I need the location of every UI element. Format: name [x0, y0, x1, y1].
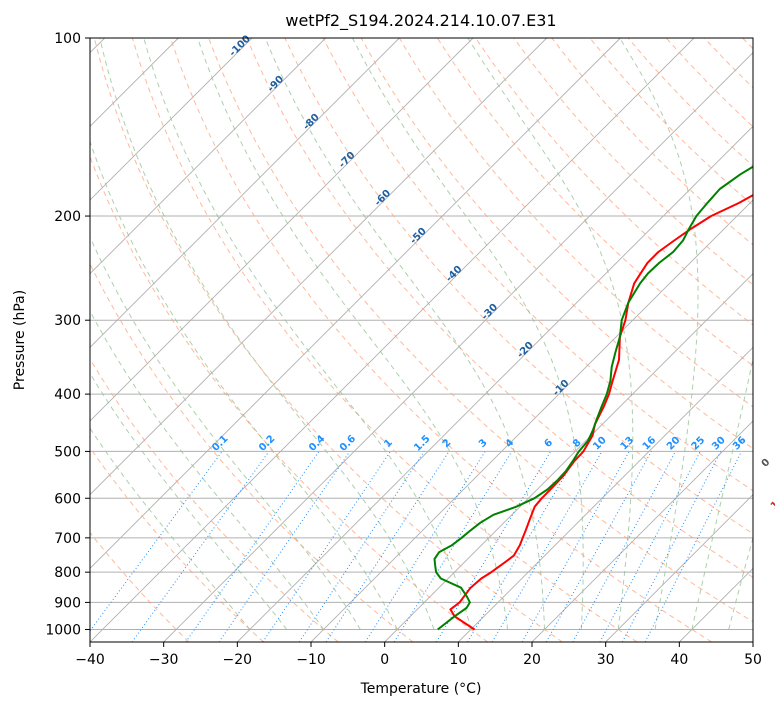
mixing-ratio-line	[298, 451, 425, 642]
dry-adiabat-line	[513, 38, 753, 286]
series-layer	[433, 165, 753, 631]
y-tick-label: 300	[54, 313, 81, 329]
moist-adiabat-line	[264, 38, 545, 630]
dry-adiabat-line	[246, 38, 753, 578]
isotherm-line	[163, 52, 753, 642]
mixing-ratio-line	[644, 451, 742, 642]
temperature-profile-line	[449, 193, 753, 631]
isotherm-line	[237, 125, 753, 642]
x-axis-label: Temperature (°C)	[360, 681, 482, 697]
axis-ticks-layer: −40 −30 −20 −10 0 10 20 30 40 50 1000 900 800 700 600 5…	[45, 31, 762, 668]
x-tick-label: 0	[380, 652, 389, 668]
y-tick-label: 600	[54, 491, 81, 507]
mixing-ratio-line	[218, 451, 351, 642]
y-tick-label: 500	[54, 444, 81, 460]
x-tick-label: −30	[149, 652, 179, 668]
mixing-ratio-line	[131, 451, 270, 642]
dry-adiabat-line	[170, 38, 712, 642]
dry-adiabat-line	[360, 38, 753, 450]
y-tick-label: 700	[54, 531, 81, 547]
dry-adiabat-line	[90, 262, 414, 642]
y-tick-label: 200	[54, 209, 81, 225]
moist-adiabat-line	[691, 356, 753, 630]
isotherm-line	[605, 494, 753, 642]
y-tick-label: 400	[54, 387, 81, 403]
grid-layer	[90, 38, 753, 642]
moist-adiabat-line	[352, 38, 584, 630]
isotherm-line	[458, 346, 753, 642]
x-tick-label: −40	[75, 652, 105, 668]
dry-adiabat-line	[398, 38, 753, 408]
plot-frame	[89, 37, 754, 643]
isotherm-line	[531, 420, 753, 642]
mixing-ratio-line	[599, 451, 701, 642]
dry-adiabat-line	[90, 358, 339, 642]
moist-adiabat-line	[90, 235, 361, 630]
moist-adiabat-line	[90, 427, 251, 630]
moist-adiabat-line	[90, 372, 288, 630]
isotherm-line	[90, 38, 400, 348]
dry-adiabat-line	[93, 38, 563, 642]
dry-adiabat-line	[90, 155, 488, 642]
moist-adiabat-line	[90, 139, 398, 630]
isotherm-line	[90, 38, 621, 569]
mixing-ratio-line	[364, 451, 486, 642]
isotherm-line	[90, 38, 547, 496]
mixing-ratio-line	[90, 451, 223, 632]
mixing-ratio-line	[185, 451, 320, 642]
y-tick-label: 900	[54, 595, 81, 611]
mixing-ratio-line	[521, 451, 630, 642]
dry-adiabat-line	[208, 38, 753, 623]
x-tick-label: 30	[597, 652, 615, 668]
x-tick-label: 10	[449, 652, 467, 668]
y-tick-label: 100	[54, 31, 81, 47]
x-tick-label: 20	[523, 652, 541, 668]
x-tick-label: 50	[744, 652, 762, 668]
isotherm-line	[90, 38, 253, 201]
y-tick-label: 800	[54, 565, 81, 581]
isotherm-line	[384, 273, 753, 642]
dry-adiabat-line	[90, 531, 190, 642]
mixing-ratio-line	[621, 451, 722, 642]
y-axis-label: Pressure (hPa)	[12, 290, 28, 390]
moist-adiabat-line	[197, 38, 509, 630]
isotherm-line	[90, 38, 326, 275]
x-tick-label: −20	[223, 652, 253, 668]
moist-adiabat-label: 10	[769, 494, 775, 512]
moist-adiabat-line	[619, 38, 699, 630]
dry-adiabat-line	[131, 38, 638, 642]
dry-adiabat-line	[90, 446, 264, 642]
mixing-ratio-line	[545, 451, 652, 642]
isotherm-line	[90, 38, 474, 422]
x-tick-label: 40	[670, 652, 688, 668]
y-tick-label: 1000	[45, 622, 81, 638]
x-tick-label: −10	[296, 652, 326, 668]
moist-adiabat-line	[467, 38, 634, 630]
chart-title: wetPf2_S194.2024.214.10.07.E31	[285, 11, 556, 31]
moist-adiabat-line	[99, 38, 435, 630]
isotherm-line	[90, 38, 695, 642]
dewpoint-profile-line	[433, 165, 753, 631]
